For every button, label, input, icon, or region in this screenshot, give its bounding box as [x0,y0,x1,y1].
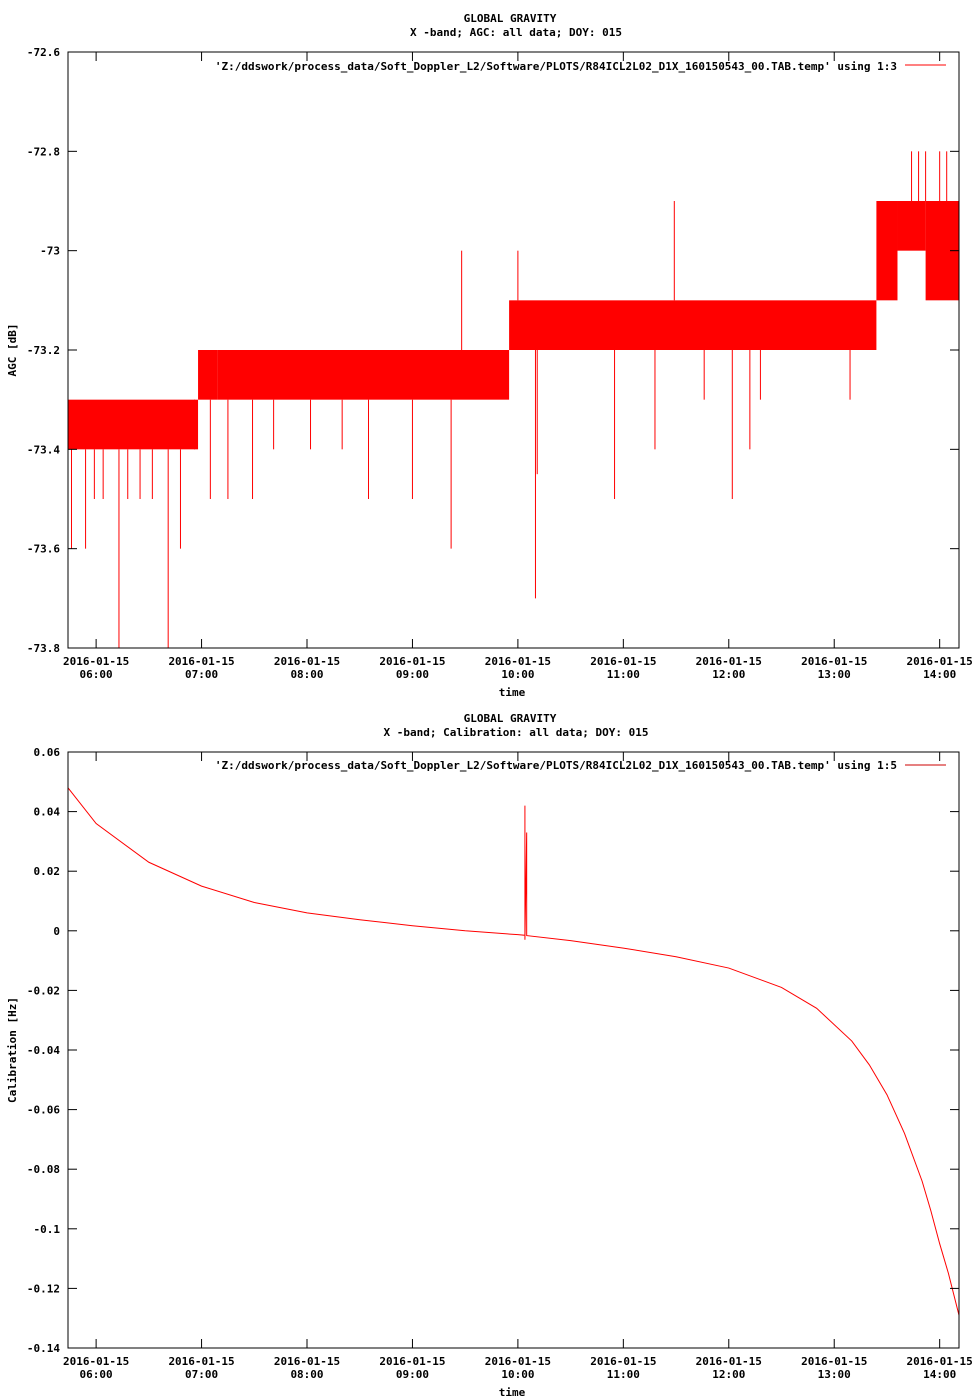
y-tick-label: 0 [53,925,60,938]
x-tick-time-label: 06:00 [80,1368,113,1381]
x-tick-date-label: 2016-01-15 [801,1355,867,1368]
agc-chart-title: GLOBAL GRAVITY [464,12,557,25]
x-tick-date-label: 2016-01-15 [590,1355,656,1368]
x-tick-time-label: 12:00 [712,668,745,681]
calibration-ticks: 0.06 0.04 0.02 0 -0.02 -0.04 -0.06 -0.08 -0.1 -0.… [27,746,973,1381]
x-tick-time-label: 09:00 [396,668,429,681]
agc-y-axis-label: AGC [dB] [6,324,19,377]
calibration-x-axis-label: time [499,1386,526,1399]
agc-x-axis-label: time [499,686,526,699]
y-tick-label: -0.04 [27,1044,60,1057]
x-tick-date-label: 2016-01-15 [907,1355,973,1368]
agc-chart: GLOBAL GRAVITY X -band; AGC: all data; D… [6,12,973,699]
agc-chart-subtitle: X -band; AGC: all data; DOY: 015 [410,26,622,39]
calibration-chart-title: GLOBAL GRAVITY [464,712,557,725]
y-tick-label: 0.06 [34,746,61,759]
agc-band [897,201,926,251]
y-tick-label: -72.8 [27,145,60,158]
x-tick-time-label: 11:00 [607,1368,640,1381]
x-tick-time-label: 14:00 [923,1368,956,1381]
y-tick-label: -0.14 [27,1342,60,1355]
x-tick-date-label: 2016-01-15 [801,655,867,668]
x-tick-time-label: 06:00 [80,668,113,681]
y-tick-label: -0.08 [27,1163,60,1176]
x-tick-time-label: 13:00 [818,1368,851,1381]
y-tick-label: -73.2 [27,344,60,357]
calibration-axis-frame [67,751,960,1349]
x-tick-date-label: 2016-01-15 [696,655,762,668]
y-tick-label: -72.6 [27,46,60,59]
y-tick-label: -0.1 [34,1223,61,1236]
y-tick-label: -0.12 [27,1282,60,1295]
x-tick-time-label: 08:00 [290,1368,323,1381]
y-tick-label: -73 [40,245,60,258]
agc-band [876,201,898,301]
x-tick-date-label: 2016-01-15 [485,655,551,668]
x-tick-date-label: 2016-01-15 [168,655,234,668]
x-tick-time-label: 13:00 [818,668,851,681]
agc-band [198,350,218,400]
y-tick-label: -73.6 [27,543,60,556]
agc-ticks: -72.6-72.8-73-73.2-73.4-73.6-73.82016-01… [27,46,973,681]
x-tick-time-label: 14:00 [923,668,956,681]
y-tick-label: -0.02 [27,984,60,997]
x-tick-date-label: 2016-01-15 [274,1355,340,1368]
x-tick-date-label: 2016-01-15 [168,1355,234,1368]
agc-plot-area [68,151,959,648]
calibration-chart: GLOBAL GRAVITY X -band; Calibration: all… [6,712,973,1399]
x-tick-time-label: 12:00 [712,1368,745,1381]
x-tick-date-label: 2016-01-15 [696,1355,762,1368]
x-tick-time-label: 07:00 [185,1368,218,1381]
x-tick-date-label: 2016-01-15 [590,655,656,668]
calibration-legend-label: 'Z:/ddswork/process_data/Soft_Doppler_L2… [215,759,897,772]
y-tick-label: 0.04 [34,806,61,819]
x-tick-time-label: 11:00 [607,668,640,681]
x-tick-time-label: 09:00 [396,1368,429,1381]
agc-band [217,350,510,400]
agc-legend-label: 'Z:/ddswork/process_data/Soft_Doppler_L2… [215,60,897,73]
y-tick-label: -73.4 [27,443,60,456]
x-tick-time-label: 10:00 [501,668,534,681]
x-tick-date-label: 2016-01-15 [274,655,340,668]
y-tick-label: -73.8 [27,642,60,655]
x-tick-time-label: 07:00 [185,668,218,681]
x-tick-date-label: 2016-01-15 [379,1355,445,1368]
x-tick-time-label: 08:00 [290,668,323,681]
x-tick-time-label: 10:00 [501,1368,534,1381]
agc-band [68,399,199,450]
y-tick-label: 0.02 [34,865,61,878]
x-tick-date-label: 2016-01-15 [63,655,129,668]
x-tick-date-label: 2016-01-15 [485,1355,551,1368]
agc-band [509,300,877,350]
x-tick-date-label: 2016-01-15 [379,655,445,668]
calibration-plot-area [67,787,960,1316]
x-tick-date-label: 2016-01-15 [63,1355,129,1368]
calibration-series-line [67,787,960,1316]
x-tick-date-label: 2016-01-15 [907,655,973,668]
y-tick-label: -0.06 [27,1104,60,1117]
calibration-chart-subtitle: X -band; Calibration: all data; DOY: 015 [384,726,649,739]
calibration-y-axis-label: Calibration [Hz] [6,997,19,1103]
